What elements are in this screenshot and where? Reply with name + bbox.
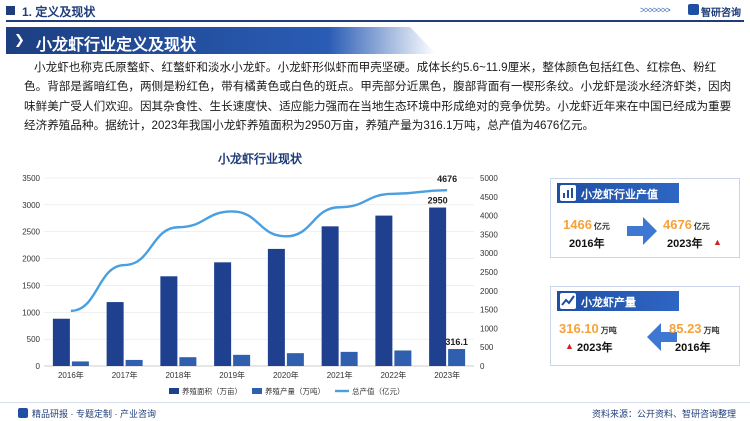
chart-title: 小龙虾行业现状: [218, 152, 303, 166]
y-right-tick-label: 1000: [480, 324, 498, 333]
title-banner: ❯ 小龙虾行业定义及现状: [6, 27, 436, 54]
y-left-tick-label: 2000: [22, 255, 40, 264]
legend-label: 养殖面积（万亩）: [182, 386, 242, 396]
legend-label: 养殖产量（万吨）: [265, 386, 325, 396]
y-right-tick-label: 3000: [480, 249, 498, 258]
bar-production: [179, 357, 197, 366]
card-title: 小龙虾行业产值: [581, 189, 658, 201]
bar-area: [267, 248, 285, 366]
logo-icon: [18, 408, 28, 418]
y-right-tick-label: 3500: [480, 230, 498, 239]
legend-label: 总产值（亿元）: [352, 386, 405, 396]
bar-production: [233, 354, 251, 366]
y-left-tick-label: 1500: [22, 281, 40, 290]
section-marker-icon: [6, 6, 15, 15]
bar-production: [71, 361, 89, 366]
x-tick-label: 2023年: [434, 370, 460, 380]
source-note: 资料来源：公开资料、智研咨询整理: [591, 409, 736, 419]
legend-swatch: [169, 388, 179, 394]
bar-production: [125, 359, 143, 366]
card-header: 小龙虾产量: [557, 291, 679, 311]
intro-paragraph: 小龙虾也称克氏原螯虾、红螯虾和淡水小龙虾。小龙虾形似虾而甲壳坚硬。成体长约5.6…: [24, 61, 732, 133]
y-left-tick-label: 0: [36, 362, 41, 371]
bar-chart-icon: [560, 185, 576, 201]
end-value: 85.23 万吨: [669, 321, 720, 336]
y-right-tick-label: 2500: [480, 268, 498, 277]
footer-tagline: 精品研报 · 专题定制 · 产业咨询: [32, 409, 156, 419]
card-header: 小龙虾行业产值: [557, 183, 679, 203]
y-right-tick-label: 1500: [480, 306, 498, 315]
arrow-up-icon: ▲: [713, 237, 722, 247]
industry-status-chart: 0 500 1000 1500 2000 2500 3000 3500 0 500 1000 1500…: [22, 174, 498, 396]
output-value-card: 小龙虾行业产值 1466 亿元 2016年 4676 亿元 2023年 ▲: [550, 178, 740, 258]
y-right-tick-label: 0: [480, 362, 485, 371]
y-right-tick-label: 4500: [480, 193, 498, 202]
end-year: 2016年: [675, 342, 711, 354]
end-value: 4676 亿元: [663, 217, 710, 232]
logo-text: 智研咨询: [701, 8, 741, 19]
y-left-tick-label: 3000: [22, 201, 40, 210]
data-label: 316.1: [445, 337, 468, 347]
y-right-tick-label: 5000: [480, 174, 498, 183]
start-value: 1466 亿元: [563, 217, 610, 232]
end-year: 2023年: [667, 238, 703, 250]
arrow-right-icon: [627, 217, 657, 245]
data-label: 2950: [428, 196, 448, 206]
section-title: 1. 定义及现状: [22, 5, 96, 19]
page-title: 小龙虾行业定义及现状: [36, 37, 197, 54]
bar-production: [286, 353, 304, 366]
start-year: 2023年: [577, 342, 613, 354]
card-title: 小龙虾产量: [581, 297, 636, 309]
y-left-tick-label: 500: [27, 335, 41, 344]
footer: 精品研报 · 专题定制 · 产业咨询 资料来源：公开资料、智研咨询整理: [0, 402, 750, 421]
x-tick-label: 2019年: [219, 370, 245, 380]
bar-area: [52, 318, 70, 366]
arrow-up-icon: ▲: [565, 341, 574, 351]
bar-production: [448, 349, 466, 366]
y-right-tick-label: 2000: [480, 287, 498, 296]
x-tick-label: 2021年: [327, 370, 353, 380]
y-left-tick-label: 1000: [22, 308, 40, 317]
x-tick-label: 2018年: [165, 370, 191, 380]
bar-area: [321, 226, 339, 366]
bar-area: [375, 215, 393, 366]
start-value: 316.10 万吨: [559, 321, 617, 336]
y-left-tick-label: 3500: [22, 174, 40, 183]
x-tick-label: 2020年: [273, 370, 299, 380]
arrows-decoration-icon: >>>>>>>: [640, 5, 671, 15]
bar-area: [429, 207, 447, 366]
top-header: 1. 定义及现状 >>>>>>> 智研咨询: [0, 0, 750, 22]
y-right-tick-label: 500: [480, 343, 494, 352]
header-divider: [6, 20, 744, 22]
line-chart-icon: [560, 293, 576, 309]
bar-production: [394, 350, 412, 366]
start-year: 2016年: [569, 238, 605, 250]
chevron-right-icon: ❯: [14, 32, 25, 47]
bar-area: [160, 276, 178, 366]
data-label: 4676: [437, 174, 457, 184]
x-tick-label: 2016年: [58, 370, 84, 380]
arrow-left-icon: [647, 323, 661, 351]
x-tick-label: 2017年: [112, 370, 138, 380]
bar-production: [340, 351, 358, 366]
y-right-tick-label: 4000: [480, 212, 498, 221]
bar-area: [106, 302, 124, 366]
x-tick-label: 2022年: [380, 370, 406, 380]
logo-icon: [688, 4, 699, 15]
line-total-value: [70, 188, 448, 313]
legend-swatch: [252, 388, 262, 394]
production-card: 小龙虾产量 316.10 万吨 ▲ 2023年 85.23 万吨 2016年: [550, 286, 740, 366]
y-left-tick-label: 2500: [22, 228, 40, 237]
bar-area: [214, 262, 232, 366]
